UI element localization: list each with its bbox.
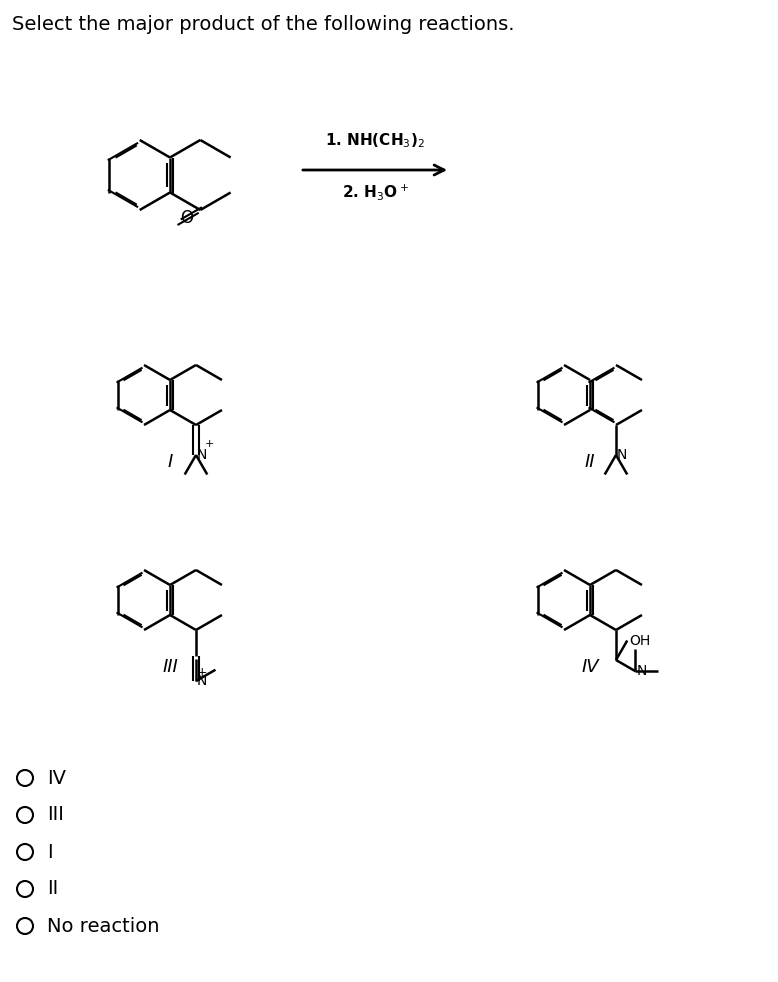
Text: II: II [47,880,58,899]
Text: 1. NH(CH$_3$)$_2$: 1. NH(CH$_3$)$_2$ [325,132,425,150]
Text: IV: IV [581,658,599,676]
Text: I: I [167,453,173,471]
Text: O: O [180,209,193,227]
Text: +: + [205,439,215,449]
Text: +: + [197,666,208,679]
Text: N: N [197,448,208,462]
Text: OH: OH [629,633,650,647]
Text: No reaction: No reaction [47,916,159,936]
Text: N: N [617,448,627,462]
Text: III: III [162,658,178,676]
Text: N: N [197,674,208,688]
Text: IV: IV [47,769,66,788]
Text: 2. H$_3$O$^+$: 2. H$_3$O$^+$ [342,182,408,202]
Text: Select the major product of the following reactions.: Select the major product of the followin… [12,15,514,34]
Text: III: III [47,805,64,825]
Text: I: I [47,843,53,861]
Text: N: N [636,664,647,679]
Text: II: II [585,453,595,471]
